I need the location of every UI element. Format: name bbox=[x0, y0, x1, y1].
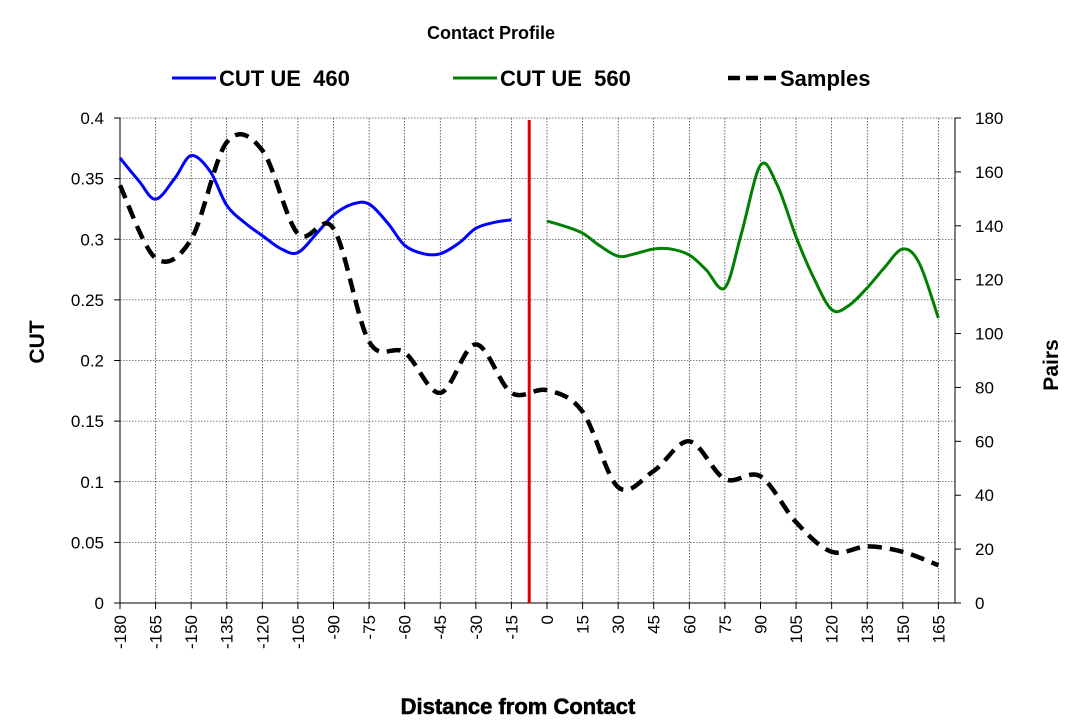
x-tick-label: -75 bbox=[360, 615, 379, 640]
y-left-tick-label: 0.35 bbox=[71, 170, 104, 189]
x-tick-label: 90 bbox=[751, 615, 770, 634]
x-tick-label: 30 bbox=[609, 615, 628, 634]
x-tick-label: 60 bbox=[680, 615, 699, 634]
x-tick-label: 105 bbox=[787, 615, 806, 643]
chart-title: Contact Profile bbox=[427, 23, 555, 43]
y-left-ticks: 0 0.05 0.1 0.15 0.2 0.25 0.3 0.35 0.4 bbox=[71, 109, 120, 613]
x-tick-label: -30 bbox=[467, 615, 486, 640]
y-left-tick-label: 0.25 bbox=[71, 291, 104, 310]
grid bbox=[119, 117, 955, 604]
y-right-tick-label: 20 bbox=[975, 540, 994, 559]
x-tick-label: 150 bbox=[894, 615, 913, 643]
y-left-tick-label: 0 bbox=[95, 594, 104, 613]
series-line-1 bbox=[118, 154, 512, 257]
y-left-tick-label: 0.05 bbox=[71, 533, 104, 552]
series-group bbox=[117, 132, 940, 568]
y-right-tick-label: 40 bbox=[975, 486, 994, 505]
series-line-3 bbox=[117, 132, 940, 568]
y-right-tick-label: 140 bbox=[975, 217, 1003, 236]
y-right-tick-label: 180 bbox=[975, 109, 1003, 128]
y-axis-left-label: CUT bbox=[26, 320, 49, 363]
x-tick-label: 135 bbox=[858, 615, 877, 643]
x-tick-label: 0 bbox=[538, 615, 557, 624]
x-tick-label: 45 bbox=[645, 615, 664, 634]
x-tick-label: -150 bbox=[182, 615, 201, 649]
x-tick-label: -90 bbox=[324, 615, 343, 640]
x-tick-label: -105 bbox=[289, 615, 308, 649]
y-left-tick-label: 0.2 bbox=[80, 352, 104, 371]
legend-label: CUT UE 560 bbox=[500, 66, 631, 91]
y-right-tick-label: 0 bbox=[975, 594, 984, 613]
x-axis-label: Distance from Contact bbox=[401, 694, 636, 719]
x-tick-label: 165 bbox=[929, 615, 948, 643]
x-tick-label: 75 bbox=[716, 615, 735, 634]
x-tick-label: -135 bbox=[218, 615, 237, 649]
y-right-tick-label: 160 bbox=[975, 163, 1003, 182]
y-right-tick-label: 100 bbox=[975, 325, 1003, 344]
series-line-2 bbox=[546, 161, 940, 319]
y-right-ticks: 0 20 40 60 80 100 120 140 160 180 bbox=[955, 109, 1003, 613]
y-right-tick-label: 120 bbox=[975, 271, 1003, 290]
x-tick-label: -120 bbox=[253, 615, 272, 649]
x-tick-label: -45 bbox=[431, 615, 450, 640]
y-left-tick-label: 0.4 bbox=[80, 109, 104, 128]
y-left-tick-label: 0.3 bbox=[80, 230, 104, 249]
x-tick-label: -165 bbox=[147, 615, 166, 649]
y-right-tick-label: 80 bbox=[975, 378, 994, 397]
x-tick-label: 120 bbox=[823, 615, 842, 643]
legend-label: CUT UE 460 bbox=[219, 66, 350, 91]
legend-label: Samples bbox=[780, 66, 871, 91]
x-ticks: -180 -165 -150 -135 -120 -105 -90 -75 -60 -45 -30-… bbox=[111, 603, 948, 649]
y-right-tick-label: 60 bbox=[975, 432, 994, 451]
x-tick-label: -60 bbox=[396, 615, 415, 640]
x-tick-label: -15 bbox=[502, 615, 521, 640]
y-left-tick-label: 0.15 bbox=[71, 412, 104, 431]
x-tick-label: 15 bbox=[574, 615, 593, 634]
legend: CUT UE 460 CUT UE 560 Samples bbox=[172, 66, 871, 91]
y-axis-right-label: Pairs bbox=[1040, 339, 1063, 390]
y-left-tick-label: 0.1 bbox=[80, 473, 104, 492]
x-tick-label: -180 bbox=[111, 615, 130, 649]
